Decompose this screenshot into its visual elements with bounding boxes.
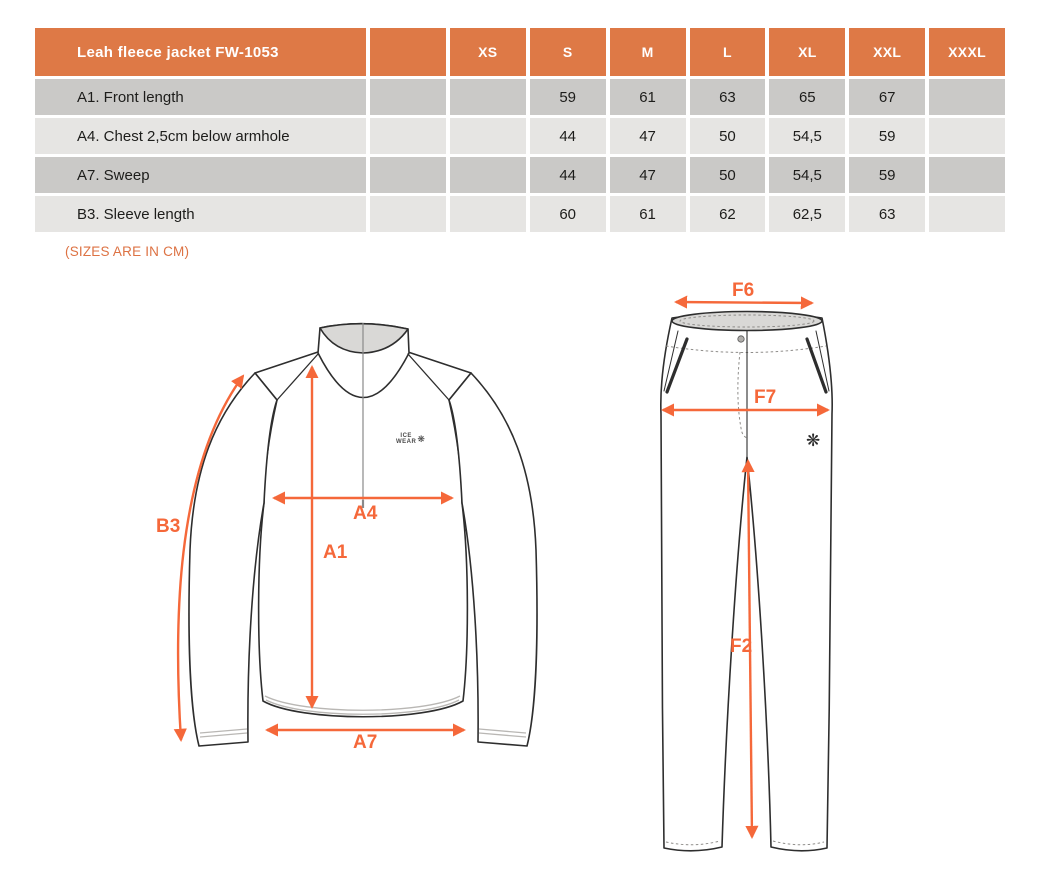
size-value-cell <box>449 157 526 193</box>
pocket-left-opening <box>665 337 689 394</box>
table-title: Leah fleece jacket FW-1053 <box>35 28 366 76</box>
size-value-cell: 50 <box>689 118 766 154</box>
f6-label: F6 <box>732 280 755 301</box>
size-value-cell: 67 <box>849 79 926 115</box>
pants-drawing <box>660 295 833 852</box>
b3-label: B3 <box>156 516 181 537</box>
size-value-cell: 44 <box>529 157 606 193</box>
size-value-cell <box>370 157 446 193</box>
fly-stitch <box>737 351 748 439</box>
icewear-logo: ICE WEAR ❋ <box>396 433 425 445</box>
row-label: A7. Sweep <box>35 157 366 193</box>
size-value-cell: 44 <box>529 118 606 154</box>
row-label: B3. Sleeve length <box>35 196 366 232</box>
f2-label: F2 <box>730 636 753 657</box>
pocket-left-edge <box>663 330 679 392</box>
size-value-cell: 61 <box>609 79 686 115</box>
snowflake-icon: ❋ <box>806 431 821 450</box>
size-col-header: XL <box>769 28 846 76</box>
cuff-stitch-right <box>478 728 527 734</box>
size-col-header: S <box>529 28 606 76</box>
waistband-opening <box>671 310 823 332</box>
size-value-cell: 65 <box>769 79 846 115</box>
waist-button <box>737 335 745 343</box>
size-value-cell <box>929 157 1005 193</box>
size-value-cell <box>449 79 526 115</box>
size-value-cell <box>370 118 446 154</box>
hem-stitch-right <box>772 840 825 846</box>
logo-text-line2: WEAR <box>396 438 417 445</box>
jacket-sleeve-right <box>448 372 538 747</box>
size-col-header: XXXL <box>929 28 1005 76</box>
size-value-cell <box>370 79 446 115</box>
size-col-header: XXL <box>849 28 926 76</box>
size-value-cell <box>929 79 1005 115</box>
size-value-cell: 61 <box>609 196 686 232</box>
b3-arrow <box>173 374 245 742</box>
size-table: Leah fleece jacket FW-1053 XS S M L XL XXL XXXL… <box>35 28 1005 232</box>
f7-label: F7 <box>754 387 777 408</box>
size-value-cell <box>370 196 446 232</box>
size-value-cell: 50 <box>689 157 766 193</box>
size-col-header: M <box>609 28 686 76</box>
sizes-note: (SIZES ARE IN CM) <box>65 244 190 259</box>
size-value-cell: 63 <box>689 79 766 115</box>
size-value-cell <box>449 196 526 232</box>
row-label: A1. Front length <box>35 79 366 115</box>
jacket-drawing <box>173 322 538 747</box>
row-label: A4. Chest 2,5cm below armhole <box>35 118 366 154</box>
size-value-cell <box>929 196 1005 232</box>
a7-label: A7 <box>353 732 378 753</box>
a1-label: A1 <box>323 542 348 563</box>
hem-stitch <box>264 695 461 711</box>
a4-label: A4 <box>353 503 378 524</box>
size-value-cell: 47 <box>609 118 686 154</box>
snowflake-icon: ❋ <box>417 434 425 444</box>
size-col-header <box>370 28 446 76</box>
jacket-collar-inner <box>319 322 409 354</box>
size-value-cell: 54,5 <box>769 118 846 154</box>
size-value-cell: 62,5 <box>769 196 846 232</box>
size-value-cell <box>929 118 1005 154</box>
size-col-header: XS <box>449 28 526 76</box>
size-value-cell: 60 <box>529 196 606 232</box>
size-value-cell: 59 <box>529 79 606 115</box>
f6-arrow <box>674 295 814 310</box>
f2-arrow <box>741 459 759 839</box>
size-col-header: L <box>689 28 766 76</box>
size-value-cell: 54,5 <box>769 157 846 193</box>
size-value-cell: 59 <box>849 118 926 154</box>
size-value-cell: 63 <box>849 196 926 232</box>
size-value-cell: 62 <box>689 196 766 232</box>
pocket-right-edge <box>815 330 830 392</box>
size-value-cell <box>449 118 526 154</box>
pocket-right-opening <box>805 337 828 394</box>
size-value-cell: 47 <box>609 157 686 193</box>
hem-stitch-left <box>665 840 721 846</box>
logo-text-line1: ICE <box>400 433 412 439</box>
size-value-cell: 59 <box>849 157 926 193</box>
